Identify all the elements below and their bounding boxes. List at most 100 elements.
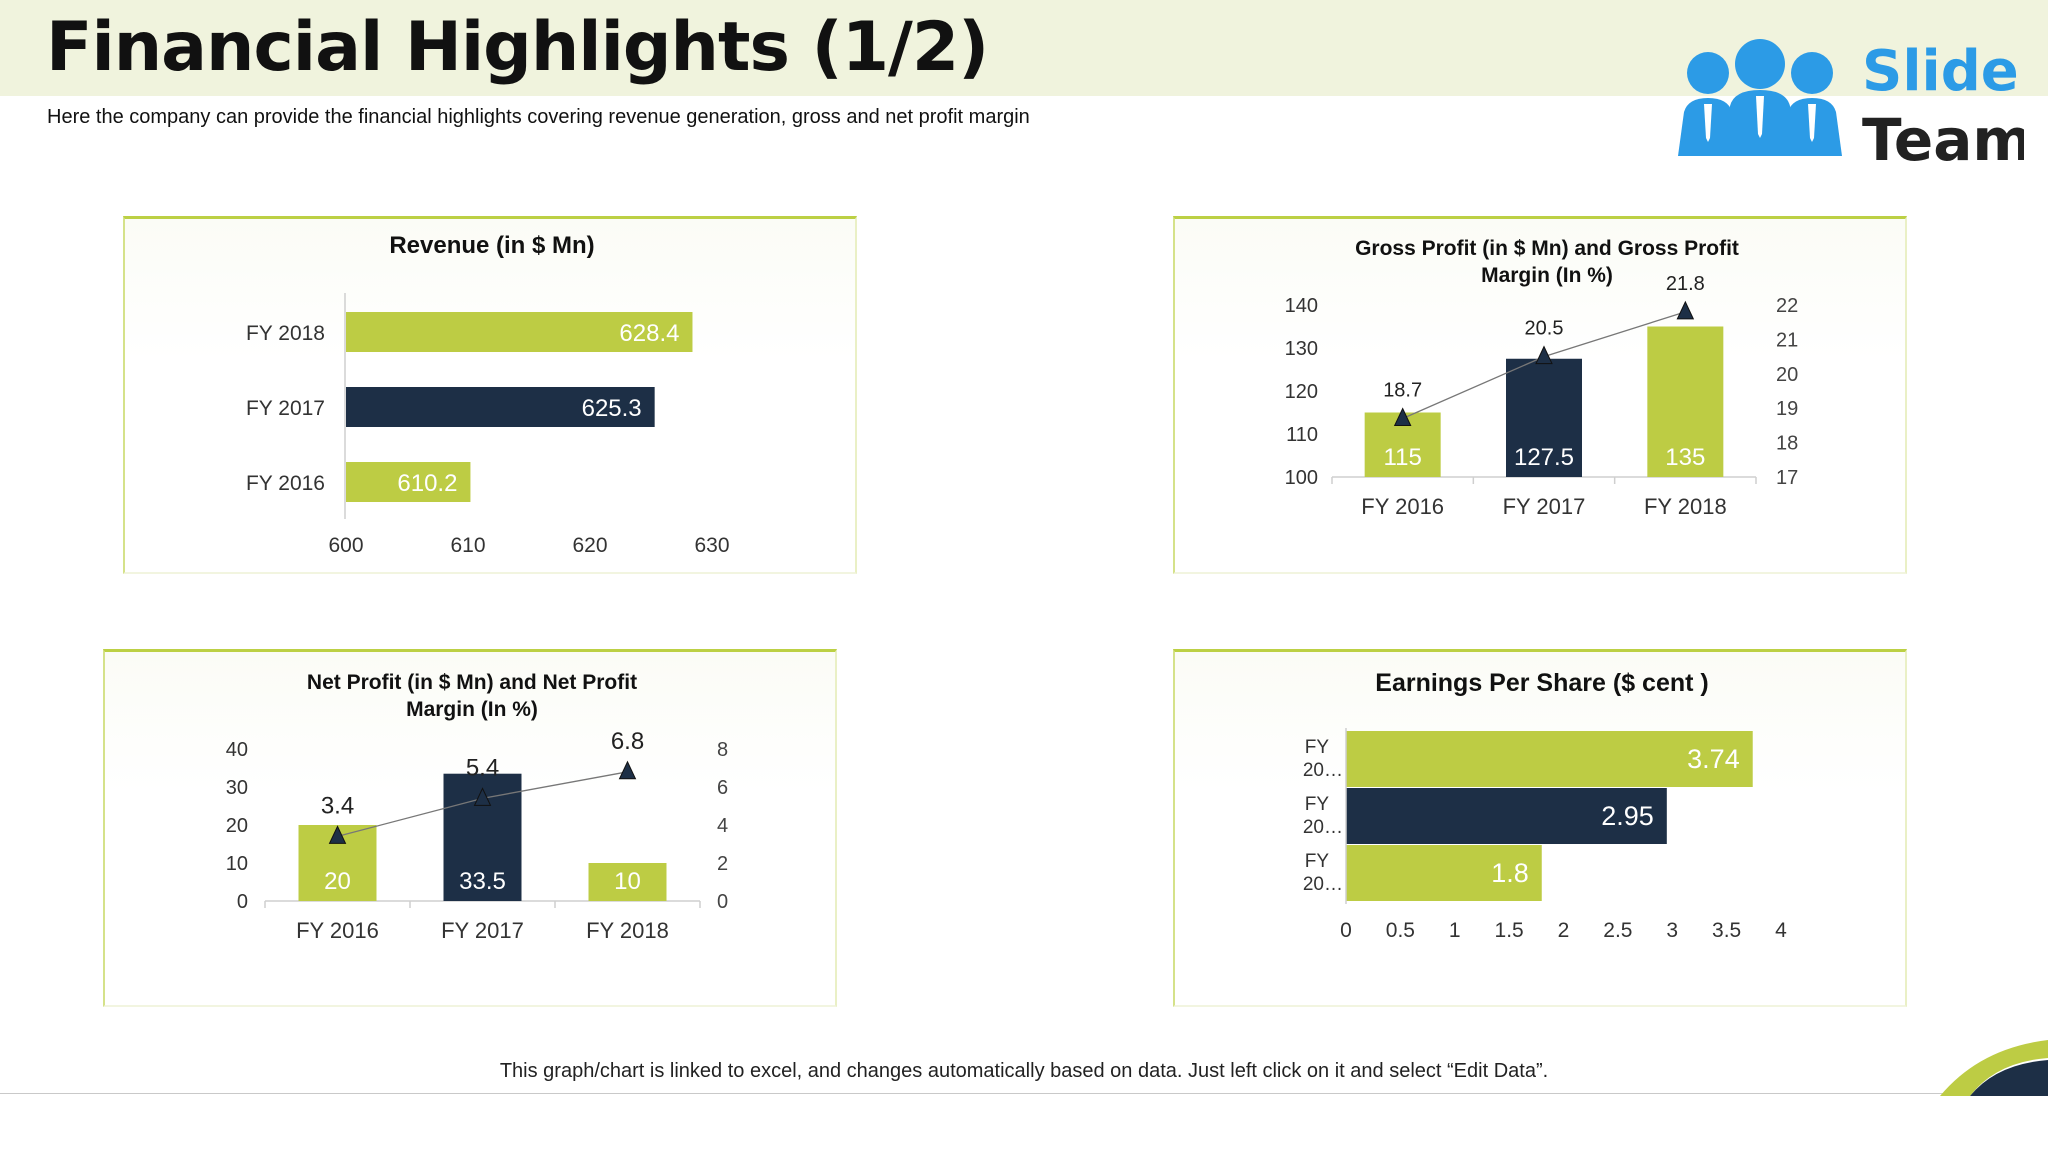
net-profit-chart: Net Profit (in $ Mn) and Net Profit Margi… xyxy=(226,671,728,943)
category-label: FY 2016 xyxy=(1361,494,1444,519)
data-label: 1.8 xyxy=(1491,858,1529,888)
right-axis-tick: 19 xyxy=(1776,398,1798,420)
tick-label: 2 xyxy=(1558,919,1570,942)
bar xyxy=(346,312,693,352)
left-axis-tick: 40 xyxy=(226,739,248,761)
right-axis-tick: 4 xyxy=(717,815,728,837)
tick-label: 0.5 xyxy=(1386,919,1415,942)
triangle-marker xyxy=(618,760,637,780)
logo-text-slide: Slide xyxy=(1862,39,2019,104)
left-axis-tick: 0 xyxy=(237,891,248,913)
eps-chart-panel[interactable]: Earnings Per Share ($ cent ) 3.74 FY 20… 2.9… xyxy=(1173,649,1907,1007)
category-label: FY 2017 xyxy=(1503,494,1586,519)
bar xyxy=(1346,788,1667,844)
footer-note: This graph/chart is linked to excel, and… xyxy=(499,1060,1549,1082)
tick-label: 1.5 xyxy=(1495,919,1524,942)
data-label: 625.3 xyxy=(582,395,642,422)
category-label: FY 2016 xyxy=(296,918,379,943)
page-subtitle: Here the company can provide the financi… xyxy=(47,106,1030,128)
chart-title: Margin (In %) xyxy=(406,698,538,721)
bar xyxy=(1346,731,1753,787)
category-label: FY 2017 xyxy=(246,397,325,420)
chart-title: Revenue (in $ Mn) xyxy=(389,232,594,259)
category-label: FY 2018 xyxy=(586,918,669,943)
triangle-marker xyxy=(1393,407,1412,427)
right-axis-tick: 17 xyxy=(1776,467,1798,489)
triangle-marker xyxy=(1535,345,1553,365)
line-data-label: 18.7 xyxy=(1383,380,1422,402)
tick-label: 3 xyxy=(1666,919,1678,942)
tick-label: 1 xyxy=(1449,919,1461,942)
bar xyxy=(1647,326,1724,477)
right-axis-tick: 6 xyxy=(717,777,728,799)
right-axis-tick: 21 xyxy=(1776,329,1798,351)
line-data-label: 21.8 xyxy=(1666,273,1705,295)
tick-label: 630 xyxy=(694,534,729,557)
bar xyxy=(588,863,667,901)
data-label: 628.4 xyxy=(619,320,679,347)
left-axis-tick: 10 xyxy=(226,853,248,875)
category-label: FY 2017 xyxy=(441,918,524,943)
category-label: 20… xyxy=(1303,817,1343,838)
category-label: FY 2018 xyxy=(246,322,325,345)
tick-label: 610 xyxy=(450,534,485,557)
category-label: FY xyxy=(1305,851,1330,872)
revenue-chart-panel[interactable]: Revenue (in $ Mn) FY 2018 628.4 FY 2017 625.… xyxy=(123,216,857,574)
bar xyxy=(1346,845,1542,901)
line-data-label: 3.4 xyxy=(321,792,354,819)
data-label: 2.95 xyxy=(1601,801,1654,831)
bar xyxy=(1506,358,1582,477)
left-axis-tick: 30 xyxy=(226,777,248,799)
line-data-label: 6.8 xyxy=(611,728,644,755)
tick-label: 0 xyxy=(1340,919,1352,942)
page-title: Financial Highlights (1/2) xyxy=(46,8,989,87)
tick-label: 2.5 xyxy=(1603,919,1632,942)
gross-profit-chart-panel[interactable]: Gross Profit (in $ Mn) and Gross Profit M… xyxy=(1173,216,1907,574)
triangle-marker xyxy=(473,787,492,806)
tick-label: 4 xyxy=(1775,919,1787,942)
category-label: FY xyxy=(1305,737,1330,758)
revenue-chart: Revenue (in $ Mn) FY 2018 628.4 FY 2017 625.… xyxy=(246,232,730,557)
net-profit-chart-panel[interactable]: Net Profit (in $ Mn) and Net Profit Margi… xyxy=(103,649,837,1007)
right-axis-tick: 18 xyxy=(1776,433,1798,455)
category-label: FY xyxy=(1305,794,1330,815)
logo-graphic: Slide Team xyxy=(1678,39,2033,174)
people-icon xyxy=(1678,39,1842,156)
tick-label: 3.5 xyxy=(1712,919,1741,942)
chart-title: Gross Profit (in $ Mn) and Gross Profit xyxy=(1355,237,1739,260)
left-axis-tick: 120 xyxy=(1285,381,1318,403)
category-label: 20… xyxy=(1303,874,1343,895)
bar xyxy=(346,462,471,502)
category-label: FY 2018 xyxy=(1644,494,1727,519)
triangle-marker xyxy=(328,825,347,844)
bar-data-label: 135 xyxy=(1665,444,1705,471)
bar-data-label: 20 xyxy=(324,868,351,895)
chart-title: Net Profit (in $ Mn) and Net Profit xyxy=(307,671,637,694)
bar-data-label: 127.5 xyxy=(1514,444,1574,471)
slide-team-logo: Slide Team xyxy=(1664,26,2033,176)
data-label: 610.2 xyxy=(397,470,457,497)
bar xyxy=(346,387,655,427)
line-data-label: 5.4 xyxy=(466,754,499,781)
tick-label: 620 xyxy=(572,534,607,557)
eps-chart: Earnings Per Share ($ cent )3.74FY20…2.9… xyxy=(1303,669,1787,942)
chart-title: Margin (In %) xyxy=(1481,264,1613,287)
left-axis-tick: 140 xyxy=(1285,295,1318,317)
right-axis-tick: 0 xyxy=(717,891,728,913)
bar-data-label: 33.5 xyxy=(459,868,506,895)
line-data-label: 20.5 xyxy=(1525,318,1564,340)
right-axis-tick: 2 xyxy=(717,853,728,875)
left-axis-tick: 100 xyxy=(1285,467,1318,489)
bar-data-label: 10 xyxy=(614,868,641,895)
right-axis-tick: 20 xyxy=(1776,364,1798,386)
corner-decoration xyxy=(1940,1040,2048,1096)
footer-divider xyxy=(0,1093,2048,1094)
category-label: 20… xyxy=(1303,760,1343,781)
right-axis-tick: 8 xyxy=(717,739,728,761)
left-axis-tick: 110 xyxy=(1286,424,1318,446)
data-label: 3.74 xyxy=(1687,744,1740,774)
logo-text-team: Team xyxy=(1862,106,2024,174)
triangle-marker xyxy=(1676,300,1695,320)
tick-label: 600 xyxy=(328,534,363,557)
chart-title: Earnings Per Share ($ cent ) xyxy=(1375,669,1708,697)
